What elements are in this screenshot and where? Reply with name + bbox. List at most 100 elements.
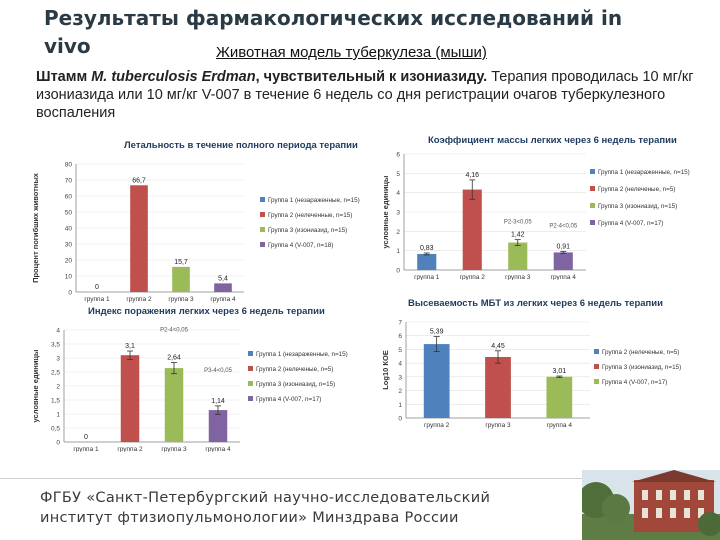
y-tick-label: 5 bbox=[398, 347, 402, 354]
data-label: 15,7 bbox=[174, 259, 188, 266]
bar-3 bbox=[546, 376, 573, 418]
y-tick-label: 5 bbox=[396, 171, 400, 178]
x-tick-label: группа 4 bbox=[205, 446, 231, 452]
bar-2 bbox=[120, 355, 140, 442]
bar-4 bbox=[214, 283, 232, 292]
x-tick-label: группа 1 bbox=[73, 446, 99, 452]
x-tick-label: группа 3 bbox=[485, 422, 511, 429]
desc-species: M. tuberculosis Erdman bbox=[91, 69, 256, 85]
legend-entry: Группа 2 (нелеченые, n=5) bbox=[602, 349, 679, 356]
data-label: 3,01 bbox=[553, 368, 567, 375]
legend-swatch bbox=[590, 220, 595, 225]
legend-entry: Группа 4 (V-007, n=17) bbox=[256, 396, 321, 403]
y-tick-label: 70 bbox=[65, 178, 73, 185]
y-tick-label: 30 bbox=[65, 242, 73, 249]
y-axis-label: условные единицы bbox=[31, 350, 40, 423]
y-tick-label: 2 bbox=[398, 388, 402, 395]
slide-subtitle: Животная модель туберкулеза (мыши) bbox=[216, 44, 487, 61]
y-tick-label: 4 bbox=[396, 190, 400, 197]
x-tick-label: группа 3 bbox=[161, 446, 187, 452]
legend-swatch bbox=[248, 366, 253, 371]
y-tick-label: 3 bbox=[396, 210, 400, 217]
data-label: 3,1 bbox=[125, 343, 135, 350]
x-tick-label: группа 3 bbox=[505, 274, 531, 280]
data-label: 0,83 bbox=[420, 245, 434, 252]
x-tick-label: группа 2 bbox=[117, 446, 143, 452]
annotation: P3-4<0,05 bbox=[204, 368, 233, 374]
y-tick-label: 80 bbox=[65, 162, 73, 169]
chart-title: Коэффициент массы легких через 6 недель … bbox=[428, 135, 677, 146]
y-tick-label: 3 bbox=[398, 374, 402, 381]
chart-mbt-seeding: Высеваемость МБТ из легких через 6 недел… bbox=[381, 298, 681, 429]
bar-3 bbox=[508, 242, 528, 270]
y-tick-label: 3,5 bbox=[51, 342, 60, 349]
y-tick-label: 0 bbox=[396, 268, 400, 275]
y-tick-label: 10 bbox=[65, 274, 73, 281]
y-tick-label: 2,5 bbox=[51, 370, 60, 377]
legend-entry: Группа 1 (незараженные, n=15) bbox=[256, 351, 348, 358]
data-label: 5,39 bbox=[430, 329, 444, 336]
institute-building-image bbox=[582, 470, 720, 540]
data-label: 4,16 bbox=[465, 172, 479, 179]
legend-swatch bbox=[248, 381, 253, 386]
x-tick-label: группа 4 bbox=[547, 422, 573, 429]
y-tick-label: 4 bbox=[398, 361, 402, 368]
y-axis-label: условные единицы bbox=[381, 176, 390, 249]
x-tick-label: группа 2 bbox=[424, 422, 450, 429]
legend-swatch bbox=[260, 227, 265, 232]
data-label: 1,42 bbox=[511, 232, 525, 239]
y-tick-label: 40 bbox=[65, 226, 73, 233]
y-tick-label: 1 bbox=[398, 402, 402, 409]
legend-entry: Группа 2 (нелеченные, n=15) bbox=[268, 212, 352, 219]
legend-swatch bbox=[260, 212, 265, 217]
legend-swatch bbox=[590, 203, 595, 208]
desc-sensitivity: , чувствительный к изониазиду. bbox=[255, 69, 488, 85]
bar-1 bbox=[417, 253, 437, 270]
bar-4 bbox=[208, 410, 228, 442]
y-tick-label: 4 bbox=[56, 328, 60, 335]
legend-swatch bbox=[594, 364, 599, 369]
legend-entry: Группа 2 (нелеченые, n=5) bbox=[598, 186, 675, 193]
x-tick-label: группа 1 bbox=[84, 296, 110, 303]
data-label: 0 bbox=[95, 284, 99, 291]
y-tick-label: 50 bbox=[65, 210, 73, 217]
legend-entry: Группа 3 (изониазид, n=15) bbox=[602, 364, 681, 371]
bar-4 bbox=[553, 252, 573, 270]
legend-entry: Группа 1 (незараженные, n=15) bbox=[268, 197, 360, 204]
y-axis-label: Log10 КОЕ bbox=[381, 350, 390, 390]
data-label: 66,7 bbox=[132, 177, 146, 184]
chart-title: Индекс поражения легких через 6 недель т… bbox=[88, 306, 325, 317]
legend-entry: Группа 1 (незараженные, n=15) bbox=[598, 169, 690, 176]
annotation: P2-4<0,05 bbox=[549, 223, 578, 229]
footer-divider bbox=[0, 478, 720, 479]
y-tick-label: 1 bbox=[396, 248, 400, 255]
bar-2 bbox=[485, 356, 511, 418]
y-axis-label: Процент погибших животных bbox=[31, 172, 40, 283]
y-tick-label: 1,5 bbox=[51, 398, 60, 405]
y-tick-label: 7 bbox=[398, 320, 402, 327]
y-tick-label: 2 bbox=[56, 384, 60, 391]
legend-swatch bbox=[260, 242, 265, 247]
bar-1 bbox=[423, 344, 450, 418]
legend-entry: Группа 2 (нелеченые, n=5) bbox=[256, 366, 333, 373]
legend-entry: Группа 3 (изониазид, n=15) bbox=[256, 381, 335, 388]
data-label: 4,45 bbox=[491, 343, 505, 350]
legend-entry: Группа 4 (V-007, n=18) bbox=[268, 242, 333, 249]
x-tick-label: группа 4 bbox=[210, 296, 236, 303]
legend-swatch bbox=[260, 197, 265, 202]
legend-entry: Группа 3 (изониазид, n=15) bbox=[598, 203, 677, 210]
bar-3 bbox=[164, 368, 184, 442]
x-tick-label: группа 1 bbox=[414, 274, 440, 280]
desc-rest: Терапия проводилась 10 мг/кг изониазида … bbox=[36, 69, 694, 121]
footer-institution: ФГБУ «Санкт-Петербургский научно-исследо… bbox=[40, 490, 491, 526]
y-tick-label: 6 bbox=[396, 152, 400, 159]
bar-2 bbox=[462, 189, 482, 270]
y-tick-label: 6 bbox=[398, 333, 402, 340]
legend-swatch bbox=[594, 379, 599, 384]
annotation: P2-4<0,05 bbox=[160, 327, 189, 333]
annotation: P2-3<0,05 bbox=[504, 220, 533, 226]
x-tick-label: группа 4 bbox=[551, 274, 577, 280]
legend-swatch bbox=[594, 349, 599, 354]
y-tick-label: 0 bbox=[68, 290, 72, 297]
data-label: 0,91 bbox=[556, 243, 570, 250]
